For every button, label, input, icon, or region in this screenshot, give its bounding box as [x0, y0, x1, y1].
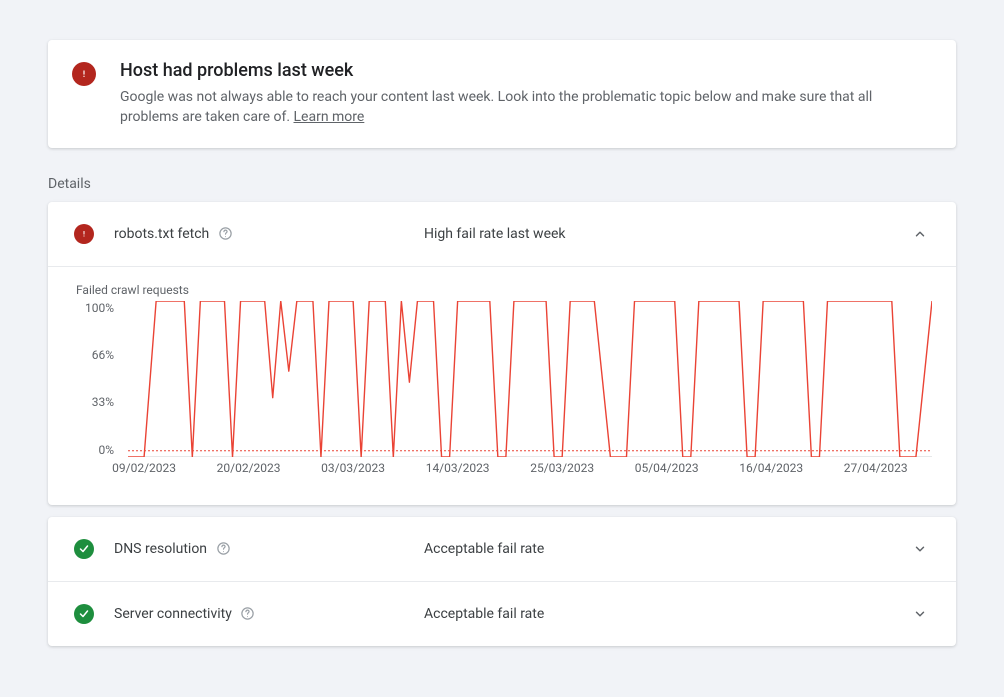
alert-text-group: Host had problems last week Google was n… — [120, 60, 932, 128]
alert-description: Google was not always able to reach your… — [120, 87, 932, 128]
chevron-down-icon — [910, 539, 930, 559]
check-icon — [74, 539, 94, 559]
check-icon — [74, 604, 94, 624]
x-axis: 09/02/202320/02/202303/03/202314/03/2023… — [128, 461, 932, 481]
learn-more-link[interactable]: Learn more — [294, 109, 365, 125]
error-icon — [74, 224, 94, 244]
chevron-down-icon — [910, 604, 930, 624]
row-server-connectivity[interactable]: Server connectivity Acceptable fail rate — [48, 581, 956, 646]
chevron-up-icon — [910, 224, 930, 244]
row-title-group: DNS resolution — [114, 541, 404, 557]
details-card-robots: robots.txt fetch High fail rate last wee… — [48, 202, 956, 505]
row-title: robots.txt fetch — [114, 226, 209, 242]
row-title: DNS resolution — [114, 541, 207, 557]
help-icon[interactable] — [215, 541, 231, 557]
details-label: Details — [48, 176, 956, 192]
row-status: Acceptable fail rate — [424, 606, 890, 622]
chart-caption: Failed crawl requests — [72, 283, 932, 297]
details-card-dns: DNS resolution Acceptable fail rate Serv… — [48, 517, 956, 646]
row-status: High fail rate last week — [424, 226, 890, 242]
help-icon[interactable] — [217, 226, 233, 242]
row-status: Acceptable fail rate — [424, 541, 890, 557]
row-title-group: Server connectivity — [114, 606, 404, 622]
host-alert-card: Host had problems last week Google was n… — [48, 40, 956, 148]
chart-container: Failed crawl requests 100% 66% 33% 0% 09… — [48, 266, 956, 505]
row-dns-resolution[interactable]: DNS resolution Acceptable fail rate — [48, 517, 956, 581]
row-title: Server connectivity — [114, 606, 232, 622]
chart-plot — [128, 301, 932, 457]
error-icon — [72, 62, 96, 86]
row-title-group: robots.txt fetch — [114, 226, 404, 242]
alert-title: Host had problems last week — [120, 60, 932, 81]
y-axis: 100% 66% 33% 0% — [72, 301, 122, 457]
help-icon[interactable] — [240, 606, 256, 622]
row-robots-txt[interactable]: robots.txt fetch High fail rate last wee… — [48, 202, 956, 266]
